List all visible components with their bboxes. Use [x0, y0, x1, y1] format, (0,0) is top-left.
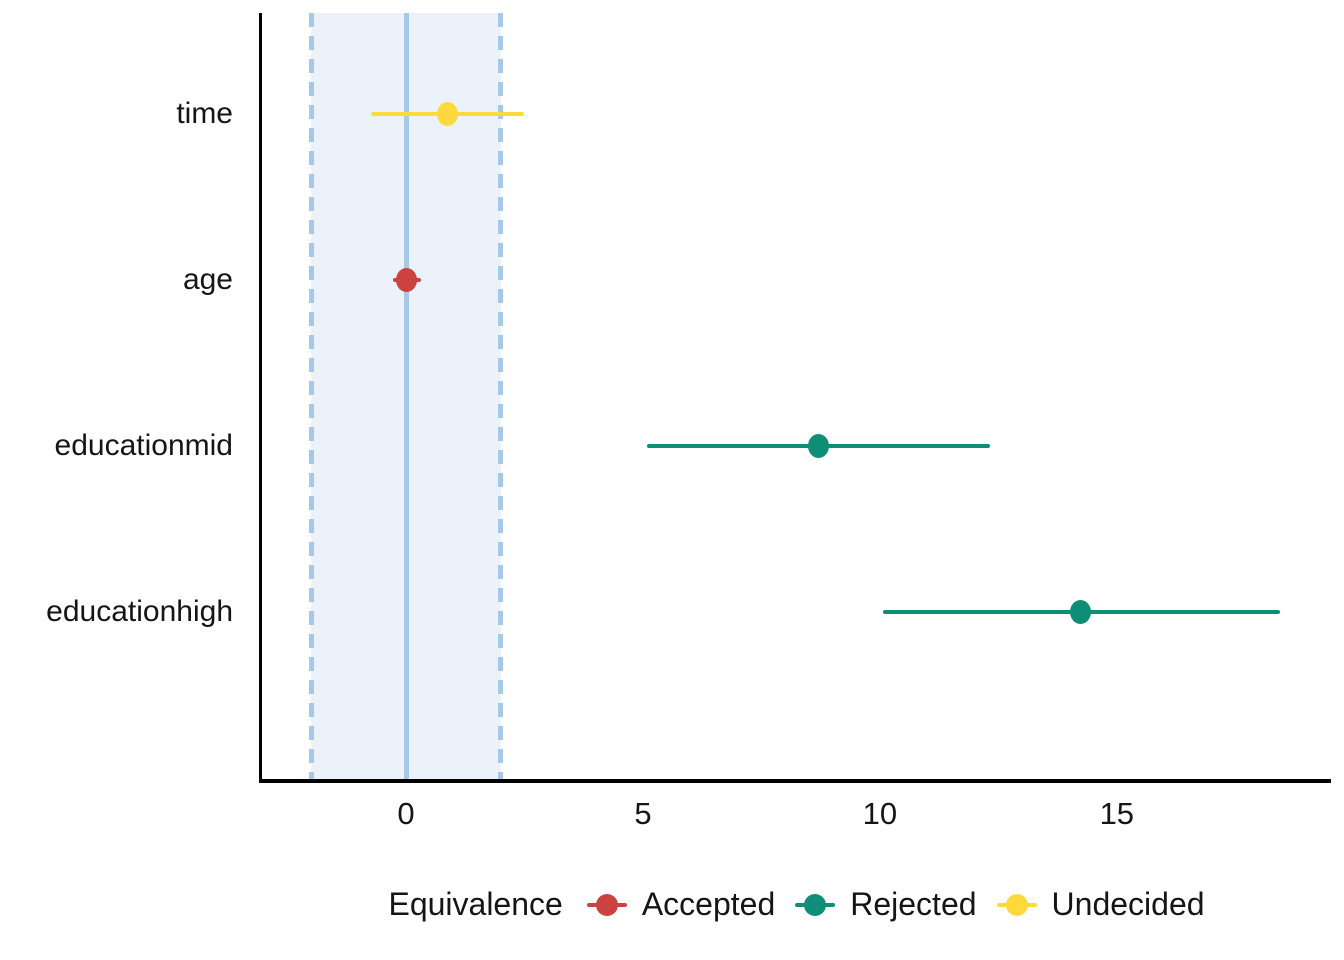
- legend-entry-accepted: Accepted: [586, 886, 776, 923]
- legend-entry-rejected: Rejected: [795, 886, 977, 923]
- y-axis-line: [259, 13, 262, 779]
- legend-title: Equivalence: [388, 886, 563, 922]
- legend-label: Accepted: [641, 886, 776, 922]
- legend-entry-undecided: Undecided: [996, 886, 1205, 923]
- x-tick-label-5: 5: [634, 796, 652, 831]
- rope-right-dashed-line: [498, 13, 504, 779]
- y-axis-label-time: time: [176, 97, 233, 130]
- estimate-point-educationhigh: [1070, 600, 1092, 624]
- legend-pointrange-icon: [996, 893, 1037, 917]
- estimate-point-age: [396, 268, 418, 292]
- x-axis-line: [259, 779, 1331, 783]
- legend-label: Undecided: [1051, 886, 1205, 922]
- y-axis-label-educationmid: educationmid: [54, 429, 233, 462]
- legend: Equivalence Accepted Rejected Undecided: [262, 886, 1331, 923]
- zero-reference-line: [403, 13, 409, 779]
- rope-left-dashed-line: [308, 13, 314, 779]
- y-axis-label-educationhigh: educationhigh: [46, 595, 233, 628]
- legend-label: Rejected: [850, 886, 977, 922]
- x-tick-label-0: 0: [397, 796, 415, 831]
- legend-pointrange-icon: [586, 893, 627, 917]
- y-axis-label-age: age: [182, 263, 233, 296]
- estimate-point-educationmid: [807, 434, 829, 458]
- estimate-point-time: [437, 102, 459, 126]
- legend-pointrange-icon: [795, 893, 836, 917]
- x-tick-label-15: 15: [1099, 796, 1135, 831]
- x-tick-label-10: 10: [862, 796, 898, 831]
